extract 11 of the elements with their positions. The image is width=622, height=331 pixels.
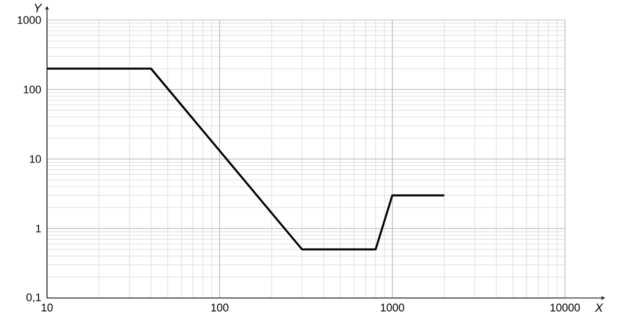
x-axis-title: X <box>594 304 604 312</box>
x-tick-label: 1000 <box>380 304 404 312</box>
x-tick-label: 10 <box>42 304 53 312</box>
x-tick-label: 100 <box>211 304 228 312</box>
y-tick-label: 100 <box>24 86 41 94</box>
y-tick-label: 0,1 <box>26 293 41 303</box>
y-tick-label: 1 <box>36 224 41 232</box>
y-tick-label: 1000 <box>18 16 41 24</box>
x-tick-label: 10000 <box>550 304 580 312</box>
y-axis-title: Y <box>34 4 42 12</box>
y-tick-label: 10 <box>30 155 41 163</box>
